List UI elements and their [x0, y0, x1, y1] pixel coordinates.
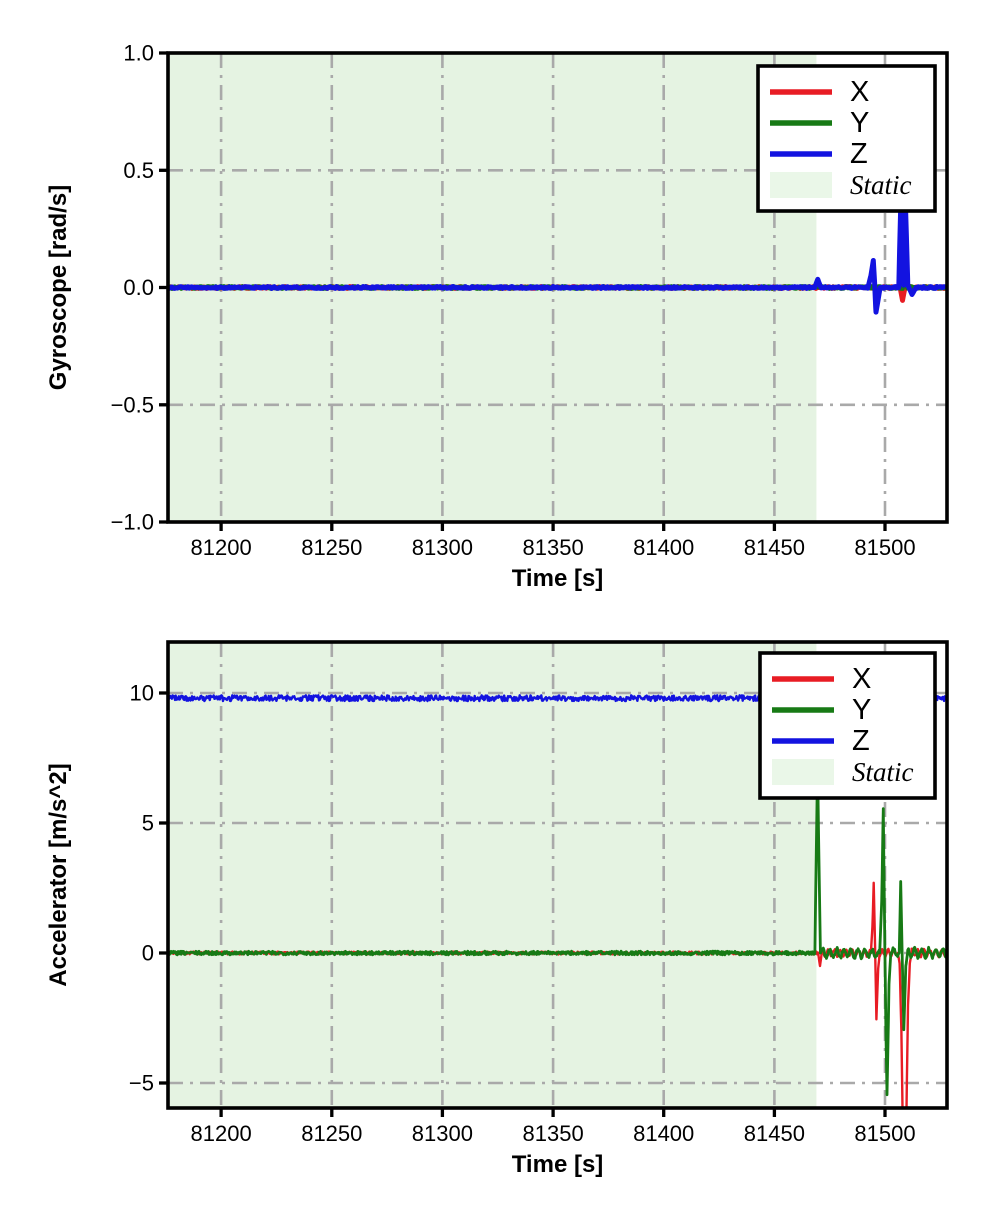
legend-label-z: Z — [850, 138, 868, 170]
legend-patch-static — [770, 172, 832, 198]
x-tick-label: 81400 — [633, 1121, 694, 1146]
y-tick-label: 10 — [130, 681, 154, 706]
x-axis-label: Time [s] — [512, 565, 604, 592]
x-tick-label: 81300 — [412, 1121, 473, 1146]
ticks — [159, 691, 887, 1117]
ticks — [159, 51, 887, 531]
legend-label-static: Static — [850, 170, 912, 200]
y-tick-label: 0.0 — [123, 275, 154, 300]
legend-patch-static — [772, 759, 834, 785]
y-tick-label: −1.0 — [111, 510, 154, 535]
legend-label-y: Y — [852, 694, 871, 726]
legend-label-z: Z — [852, 725, 870, 757]
x-tick-label: 81350 — [523, 535, 584, 560]
x-tick-label: 81500 — [854, 1121, 915, 1146]
x-axis-label: Time [s] — [512, 1151, 604, 1178]
plot-border — [166, 640, 949, 1110]
legend-label-x: X — [852, 663, 871, 695]
accelerator-chart: 81200 81250 81300 81350 81400 81450 81500 10 5 0 −… — [45, 640, 949, 1178]
y-tick-label: 0.5 — [123, 158, 154, 183]
x-tick-label: 81300 — [412, 535, 473, 560]
x-tick-label: 81200 — [191, 535, 252, 560]
x-tick-label: 81200 — [191, 1121, 252, 1146]
y-axis-label: Accelerator [m/s^2] — [45, 763, 72, 986]
x-tick-label: 81250 — [301, 1121, 362, 1146]
y-tick-label: 1.0 — [123, 41, 154, 66]
x-tick-label: 81500 — [854, 535, 915, 560]
y-tick-label: −5 — [129, 1071, 154, 1096]
legend-label-static: Static — [852, 757, 914, 787]
y-tick-label: 0 — [142, 941, 154, 966]
x-tick-label: 81450 — [744, 535, 805, 560]
gyroscope-chart: 81200 81250 81300 81350 81400 81450 81500 1.0 0.… — [45, 41, 949, 592]
legend-label-x: X — [850, 76, 869, 108]
y-tick-label: −0.5 — [111, 392, 154, 417]
series-group — [168, 174, 947, 315]
y-axis-label: Gyroscope [rad/s] — [45, 185, 72, 390]
x-tick-label: 81450 — [744, 1121, 805, 1146]
series-y — [168, 764, 947, 1097]
legend-label-y: Y — [850, 107, 869, 139]
x-tick-label: 81350 — [523, 1121, 584, 1146]
x-tick-label: 81400 — [633, 535, 694, 560]
y-tick-label: 5 — [142, 811, 154, 836]
x-tick-label: 81250 — [301, 535, 362, 560]
series-z — [168, 174, 947, 315]
static-region — [168, 642, 817, 1108]
